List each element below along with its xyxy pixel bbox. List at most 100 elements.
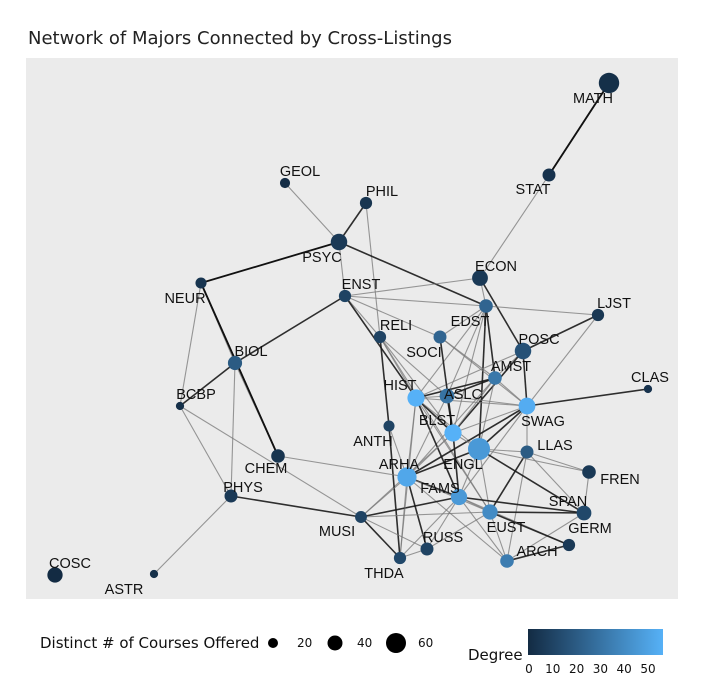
edge-edst-amst: [485, 305, 496, 379]
size-legend-dot-medium: [327, 635, 343, 651]
edge-ljst-swag: [526, 314, 599, 407]
edge-strong-psyc-neur: [200, 241, 340, 284]
node-label-math: MATH: [573, 91, 613, 107]
edge-amst-blst: [452, 377, 496, 434]
edge-edst-hist: [415, 305, 487, 399]
edge-amst-aslc: [446, 377, 496, 397]
size-legend-dot-small: [268, 638, 278, 648]
edge-enst-biol: [234, 295, 346, 364]
node-anth: [383, 420, 395, 432]
edge-arha-eust: [406, 476, 491, 513]
edge-musi-russ: [360, 516, 428, 550]
node-label-biol: BIOL: [234, 344, 267, 360]
node-swag: [518, 397, 536, 415]
edge-anth-thda: [388, 425, 401, 559]
node-label-stat: STAT: [516, 182, 551, 198]
edge-engl-arha: [406, 448, 480, 478]
node-label-thda: THDA: [364, 566, 404, 582]
edge-arha-musi: [360, 476, 408, 518]
edge-edst-soci: [439, 305, 487, 338]
edge-stat-econ: [479, 174, 550, 279]
size-legend-label-large: 60: [418, 636, 434, 650]
edge-layer: [153, 82, 649, 575]
node-label-astr: ASTR: [105, 582, 144, 598]
edge-bcbp-musi: [179, 405, 362, 518]
node-amst: [488, 371, 502, 385]
node-fren: [582, 465, 596, 479]
edge-strong-neur-chem: [200, 282, 279, 457]
node-label-cosc: COSC: [49, 556, 91, 572]
edge-geol-psyc: [284, 182, 340, 243]
edge-fams-russ: [426, 496, 460, 550]
node-label-chem: CHEM: [245, 461, 288, 477]
node-clas: [643, 384, 653, 394]
node-label-edst: EDST: [451, 314, 490, 330]
degree-tick-40: 40: [616, 662, 632, 676]
chart-title: Network of Majors Connected by Cross-Lis…: [28, 28, 452, 49]
edge-swag-blst: [452, 405, 528, 434]
node-geol: [279, 177, 291, 189]
edge-neur-bcbp: [179, 282, 202, 407]
node-phil: [359, 196, 373, 210]
edge-posc-swag: [522, 350, 528, 407]
node-label-econ: ECON: [475, 259, 517, 275]
edge-amst-hist: [415, 377, 496, 399]
edge-engl-fren: [478, 448, 590, 473]
node-label-fams: FAMS: [420, 481, 459, 497]
edge-chem-arha: [277, 455, 408, 478]
edge-span-eust: [489, 511, 585, 514]
edge-posc-hist: [415, 350, 524, 399]
edge-arha-arch: [406, 476, 508, 562]
node-label-span: SPAN: [549, 494, 587, 510]
label-layer: MATH STAT GEOL PHIL PSYC ECON NEUR ENST LJST EDST…: [49, 91, 669, 598]
node-label-enst: ENST: [342, 277, 381, 293]
node-aslc: [439, 388, 455, 404]
node-span: [576, 505, 592, 521]
node-label-arha: ARHA: [379, 457, 420, 473]
node-label-engl: ENGL: [443, 457, 483, 473]
node-label-llas: LLAS: [537, 438, 572, 454]
edge-fams-thda: [399, 496, 460, 559]
node-soci: [433, 330, 447, 344]
edge-edst-blst: [452, 305, 487, 434]
node-psyc: [330, 233, 348, 251]
edge-musi-thda: [360, 516, 401, 559]
edge-eust-germ: [489, 511, 570, 546]
size-legend: [268, 633, 406, 653]
node-astr: [149, 569, 159, 579]
degree-tick-0: 0: [525, 662, 533, 676]
edge-biol-phys: [230, 362, 236, 497]
edge-strong-math-stat: [548, 82, 610, 176]
edge-engl-span: [478, 448, 585, 514]
edge-reli-anth: [379, 336, 390, 427]
edge-aslc-arha: [406, 395, 448, 478]
node-ljst: [591, 308, 605, 322]
edge-enst-econ: [344, 277, 481, 297]
node-eust: [482, 504, 498, 520]
node-label-anth: ANTH: [353, 434, 392, 450]
node-chem: [271, 449, 285, 463]
node-label-soci: SOCI: [406, 345, 441, 361]
node-cosc: [47, 567, 63, 583]
node-label-clas: CLAS: [631, 370, 669, 386]
edge-phys-astr: [153, 495, 232, 575]
node-econ: [472, 270, 488, 286]
degree-tick-20: 20: [568, 662, 585, 676]
node-label-arch: ARCH: [516, 544, 557, 560]
degree-tick-10: 10: [545, 662, 561, 676]
edge-arha-russ: [406, 476, 428, 550]
edge-posc-blst: [452, 350, 524, 434]
node-label-ljst: LJST: [597, 296, 631, 312]
node-russ: [420, 542, 434, 556]
node-llas: [520, 445, 534, 459]
node-arha: [397, 467, 417, 487]
edge-reli-blst: [379, 336, 454, 434]
edge-reli-aslc: [379, 336, 448, 397]
node-label-blst: BLST: [419, 413, 455, 429]
node-germ: [562, 538, 576, 552]
edge-enst-psyc: [338, 241, 346, 297]
node-math: [598, 72, 620, 94]
node-label-swag: SWAG: [521, 414, 565, 430]
size-legend-label-medium: 40: [357, 636, 373, 650]
